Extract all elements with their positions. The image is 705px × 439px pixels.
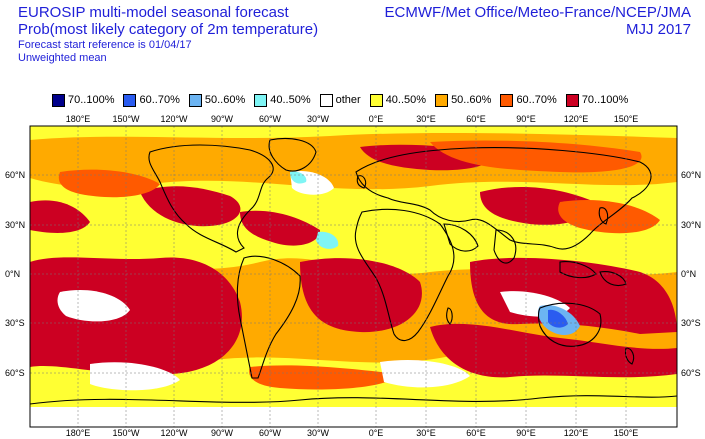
legend-label: 60..70% (139, 94, 180, 106)
lon-label: 30°W (307, 114, 330, 124)
legend-swatch (188, 93, 202, 107)
lon-label: 90°W (211, 428, 234, 438)
longitude-labels-bottom: 180°E 150°W 120°W 90°W 60°W 30°W 0°E 30°… (66, 428, 639, 438)
legend-swatch (369, 93, 383, 107)
legend-swatch (254, 93, 268, 107)
map-title: EUROSIP multi-model seasonal forecast (18, 4, 289, 21)
lat-label: 30°N (681, 220, 701, 230)
lon-label: 30°E (416, 428, 436, 438)
lon-label: 60°W (259, 428, 282, 438)
lon-label: 60°E (466, 114, 486, 124)
legend-swatch (435, 93, 449, 107)
lon-label: 150°W (112, 114, 140, 124)
lon-label: 120°E (564, 114, 589, 124)
legend-label: 60..70% (516, 94, 557, 106)
forecast-reference: Forecast start reference is 01/04/17 (18, 39, 192, 51)
legend-label: 40..50% (385, 94, 427, 106)
lon-label: 60°E (466, 428, 486, 438)
weighting-note: Unweighted mean (18, 52, 107, 64)
legend-item: 60..70% (123, 93, 180, 107)
legend-item: other (319, 93, 361, 107)
legend-swatch (123, 93, 137, 107)
legend-swatch (52, 93, 65, 107)
legend-label: 70..100% (581, 94, 629, 106)
lon-label: 0°E (369, 428, 384, 438)
legend-swatch (565, 93, 579, 107)
lon-label: 0°E (369, 114, 384, 124)
lat-label: 60°S (681, 368, 701, 378)
legend-swatch (319, 93, 333, 107)
forecast-centres: ECMWF/Met Office/Meteo-France/NCEP/JMA (384, 4, 691, 21)
lon-label: 180°E (66, 114, 91, 124)
lon-label: 150°E (614, 114, 639, 124)
lat-label: 0°N (681, 269, 696, 279)
lon-label: 120°W (160, 428, 188, 438)
lat-label: 0°N (5, 269, 20, 279)
legend-swatch (500, 93, 514, 107)
legend-item: 40..50% (254, 93, 311, 107)
forecast-period: MJJ 2017 (625, 21, 691, 38)
lon-label: 150°W (112, 428, 140, 438)
lon-label: 30°W (307, 428, 330, 438)
legend-item: 50..60% (188, 93, 246, 107)
lat-label: 30°S (681, 318, 701, 328)
legend-item: 70..100% (565, 93, 629, 107)
lon-label: 120°W (160, 114, 188, 124)
lon-label: 150°E (614, 428, 639, 438)
lon-label: 90°W (211, 114, 234, 124)
legend-item: 70..100% (52, 93, 115, 107)
legend-label: 50..60% (451, 94, 492, 106)
lat-label: 60°S (5, 368, 25, 378)
legend-item: 40..50% (369, 93, 427, 107)
legend-label: 40..50% (270, 94, 311, 106)
legend-item: 50..60% (435, 93, 492, 107)
lat-label: 30°S (5, 318, 25, 328)
legend-label: 50..60% (204, 94, 246, 106)
lon-label: 120°E (564, 428, 589, 438)
lon-label: 30°E (416, 114, 436, 124)
lon-label: 180°E (66, 428, 91, 438)
legend-label: other (335, 94, 361, 106)
probability-legend: 70..100% 60..70% 50..60% 40..50% other 4… (52, 92, 637, 108)
map-frame (29, 125, 678, 428)
world-probability-map: 180°E 150°W 120°W 90°W 60°W 30°W 0°E 30°… (5, 114, 701, 438)
lat-label: 60°N (5, 170, 25, 180)
lat-label: 30°N (5, 220, 25, 230)
legend-item: 60..70% (500, 93, 557, 107)
legend-label: 70..100% (68, 94, 115, 106)
lat-label: 60°N (681, 170, 701, 180)
lon-label: 90°E (516, 428, 536, 438)
lon-label: 90°E (516, 114, 536, 124)
longitude-labels-top: 180°E 150°W 120°W 90°W 60°W 30°W 0°E 30°… (66, 114, 639, 124)
map-subtitle: Prob(most likely category of 2m temperat… (18, 21, 319, 38)
latitude-labels-right: 60°N 30°N 0°N 30°S 60°S (681, 170, 701, 378)
latitude-labels-left: 60°N 30°N 0°N 30°S 60°S (5, 170, 25, 378)
lon-label: 60°W (259, 114, 282, 124)
